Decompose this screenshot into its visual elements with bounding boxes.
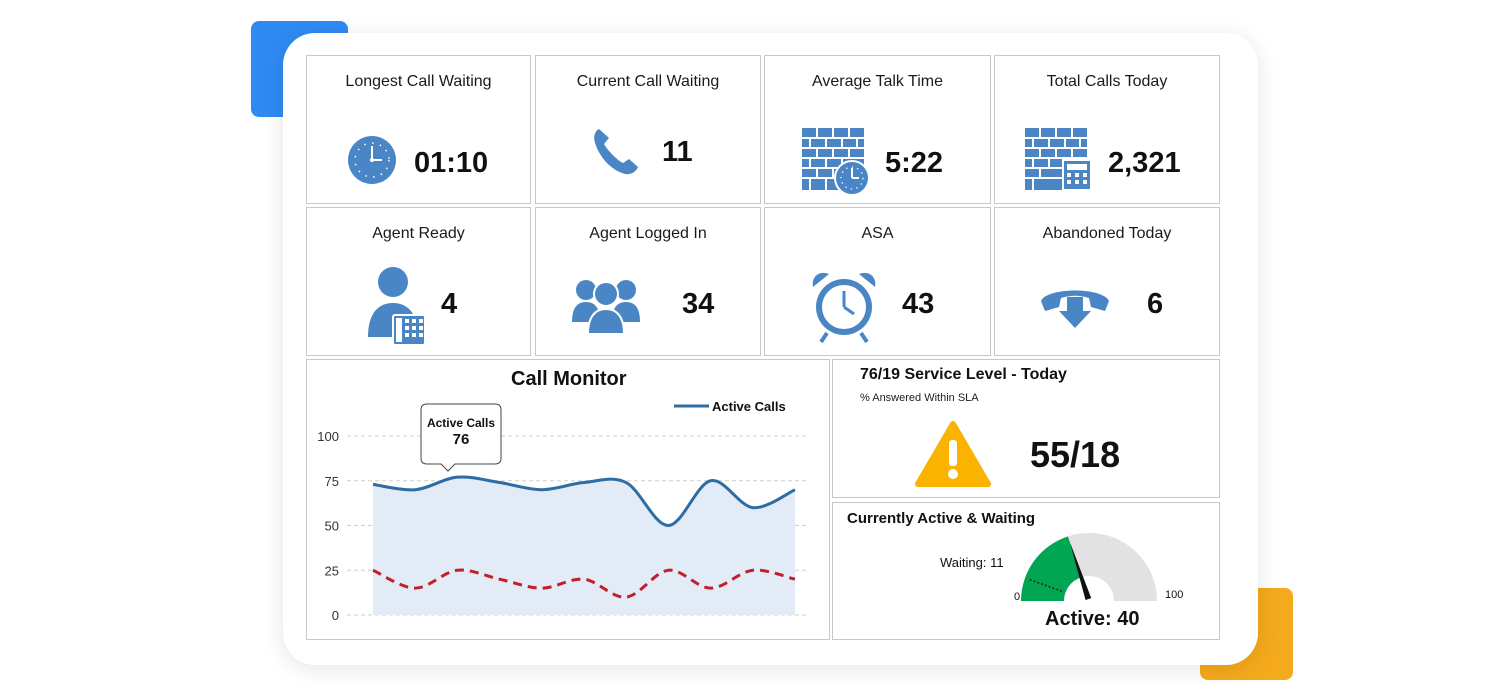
- active-waiting-panel: Currently Active & Waiting Waiting: 11 0…: [832, 502, 1220, 640]
- service-level-panel: 76/19 Service Level - Today % Answered W…: [832, 359, 1220, 498]
- kpi-tile-longest-call-waiting: Longest Call Waiting 01:10: [306, 55, 531, 204]
- service-level-subtitle: % Answered Within SLA: [860, 392, 979, 404]
- y-tick-label: 0: [332, 608, 339, 623]
- tile-title: Longest Call Waiting: [345, 73, 492, 90]
- active-calls-area: [373, 476, 795, 615]
- tile-title: Total Calls Today: [1046, 73, 1168, 90]
- alarm-clock-icon: [809, 269, 879, 349]
- tooltip-value: 76: [453, 431, 470, 448]
- tile-value: 6: [1147, 288, 1164, 320]
- tile-title: Abandoned Today: [1042, 225, 1172, 242]
- active-calls-line: [372, 475, 796, 528]
- chart-title: Call Monitor: [511, 368, 627, 390]
- active-waiting-gauge: [1021, 533, 1157, 601]
- tooltip-label: Active Calls: [427, 416, 495, 430]
- tile-title: Current Call Waiting: [576, 73, 720, 90]
- service-level-value: 55/18: [1030, 434, 1121, 475]
- gauge-min-label: 0: [1014, 591, 1021, 603]
- kpi-tile-asa: ASA 43: [764, 207, 991, 356]
- tile-title: ASA: [861, 225, 894, 242]
- tile-value: 43: [902, 288, 935, 320]
- gauge-remaining-band: [1067, 533, 1157, 601]
- secondary-dashed-line: [372, 568, 796, 599]
- dashboard-frame: Longest Call Waiting 01:10 Current Call …: [283, 33, 1258, 665]
- tile-value: 4: [441, 288, 458, 320]
- gauge-max-label: 100: [1165, 589, 1184, 601]
- gauge-waiting-marker: [1028, 578, 1062, 592]
- service-level-title: 76/19 Service Level - Today: [860, 366, 1067, 383]
- gauge-active-band: [1021, 536, 1082, 601]
- kpi-tile-agent-ready: Agent Ready 4: [306, 207, 531, 356]
- tile-value: 11: [662, 136, 693, 168]
- kpi-tile-abandoned-today: Abandoned Today 6: [994, 207, 1220, 356]
- gauge-active-label: Active: 40: [1045, 608, 1140, 630]
- brick-wall-clock-icon: [802, 128, 870, 201]
- gauge-needle: [1069, 542, 1092, 601]
- tile-title: Agent Logged In: [589, 225, 707, 242]
- tile-value: 34: [682, 288, 715, 320]
- clock-icon: [347, 135, 397, 190]
- kpi-tile-current-call-waiting: Current Call Waiting 11: [535, 55, 761, 204]
- tile-value: 01:10: [414, 147, 489, 179]
- gauge-waiting-label: Waiting: 11: [940, 555, 1004, 570]
- y-tick-label: 50: [325, 519, 339, 534]
- kpi-tile-average-talk-time: Average Talk Time: [764, 55, 991, 204]
- kpi-tile-agent-logged-in: Agent Logged In 34: [535, 207, 761, 356]
- tile-title: Agent Ready: [372, 225, 465, 242]
- brick-wall-calculator-icon: [1025, 128, 1093, 197]
- agent-phone-icon: [367, 265, 427, 352]
- tile-value: 2,321: [1108, 147, 1181, 179]
- y-tick-label: 75: [325, 474, 339, 489]
- legend-label: Active Calls: [712, 399, 786, 414]
- y-tick-label: 25: [325, 563, 339, 578]
- y-tick-label: 100: [317, 429, 339, 444]
- tile-title: Average Talk Time: [811, 73, 944, 90]
- gauge-title: Currently Active & Waiting: [847, 510, 1036, 527]
- hang-up-phone-icon: [1039, 283, 1111, 334]
- tile-value: 5:22: [885, 147, 944, 179]
- kpi-tile-total-calls-today: Total Calls Today: [994, 55, 1220, 204]
- warning-icon: [915, 420, 991, 493]
- phone-icon: [592, 126, 640, 181]
- call-monitor-panel: Call Monitor 100 75 50 25 0 Active Calls Activ…: [306, 359, 830, 640]
- user-group-icon: [572, 276, 640, 341]
